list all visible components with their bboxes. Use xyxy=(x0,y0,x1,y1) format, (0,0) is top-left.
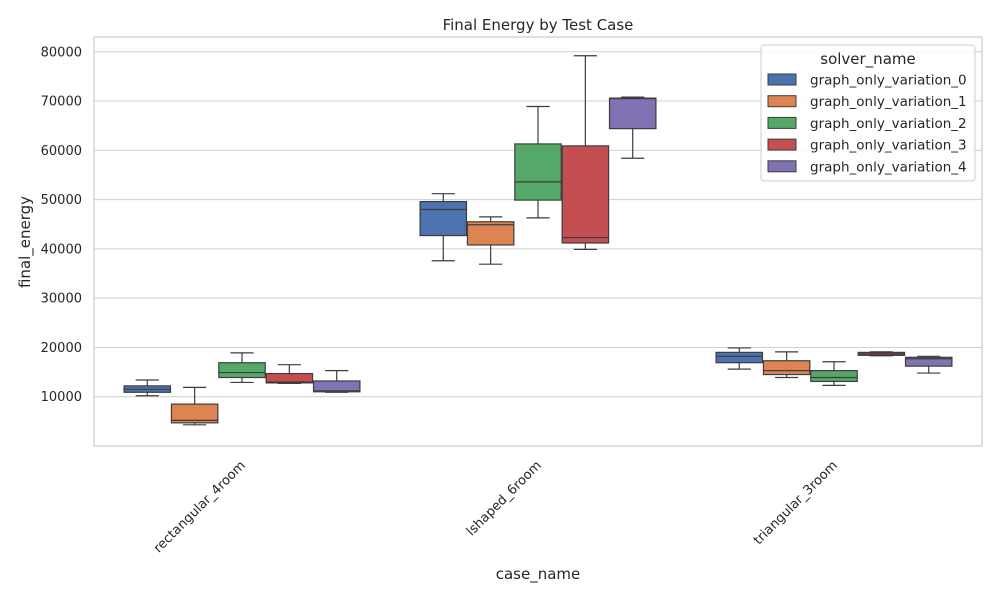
box-plot xyxy=(904,355,953,374)
box-plot xyxy=(810,361,858,386)
y-axis-ticks: 10000 20000 30000 40000 50000 60000 70000 80000 xyxy=(41,45,82,405)
box-plot xyxy=(514,105,562,219)
box-iqr xyxy=(312,380,361,393)
box-iqr xyxy=(170,403,219,424)
y-tick-label: 30000 xyxy=(41,292,82,307)
y-tick-label: 80000 xyxy=(41,45,82,60)
legend-swatch xyxy=(767,95,797,108)
legend-swatch xyxy=(767,138,797,151)
box-plot xyxy=(218,352,266,384)
box-plot xyxy=(265,364,314,385)
y-tick-label: 40000 xyxy=(41,242,82,257)
legend-swatch xyxy=(767,73,797,86)
plot-frame xyxy=(93,36,983,447)
y-tick-label: 10000 xyxy=(41,390,82,405)
box-iqr xyxy=(561,145,610,244)
legend-entry-label: graph_only_variation_1 xyxy=(810,94,967,110)
box-iqr xyxy=(715,351,764,364)
box-plot xyxy=(466,216,515,265)
box-iqr xyxy=(904,356,953,367)
box-plot xyxy=(419,193,468,262)
y-axis-label: final_energy xyxy=(16,196,35,288)
box-plot xyxy=(561,55,610,250)
legend-items: graph_only_variation_0 graph_only_variati… xyxy=(767,73,967,175)
box-iqr xyxy=(810,370,858,383)
box-plot xyxy=(857,351,906,357)
box-plot xyxy=(123,379,172,397)
legend-entry-label: graph_only_variation_4 xyxy=(810,159,967,175)
box-iqr xyxy=(762,360,811,376)
x-axis-ticks: rectangular_4room lshaped_6room triangular… xyxy=(151,458,841,556)
legend-entry-label: graph_only_variation_3 xyxy=(810,138,967,154)
x-tick-label: rectangular_4room xyxy=(151,458,249,556)
box-plot xyxy=(312,370,361,393)
chart-title: Final Energy by Test Case xyxy=(443,16,634,34)
box-plot xyxy=(715,347,764,370)
box-iqr xyxy=(514,143,562,201)
legend-swatch xyxy=(767,160,797,173)
x-tick-label: triangular_3room xyxy=(751,458,841,548)
y-tick-label: 70000 xyxy=(41,95,82,110)
legend-entry-label: graph_only_variation_2 xyxy=(810,116,967,132)
box-iqr xyxy=(419,200,468,237)
legend-frame xyxy=(760,44,976,182)
legend: solver_name graph_only_variation_0graph_… xyxy=(760,44,976,182)
legend-swatch xyxy=(767,116,797,129)
legend-entry-label: graph_only_variation_0 xyxy=(810,73,967,89)
x-axis-label: case_name xyxy=(496,565,581,584)
y-tick-label: 20000 xyxy=(41,341,82,356)
box-iqr xyxy=(265,372,314,384)
y-tick-label: 50000 xyxy=(41,193,82,208)
box-iqr xyxy=(466,221,515,246)
box-plot xyxy=(608,96,657,159)
box-iqr xyxy=(218,362,266,379)
box-plot xyxy=(170,386,219,426)
y-tick-label: 60000 xyxy=(41,144,82,159)
legend-title: solver_name xyxy=(820,50,915,69)
box-plot xyxy=(762,351,811,379)
box-iqr xyxy=(608,97,657,130)
box-plots xyxy=(123,55,953,426)
x-tick-label: lshaped_6room xyxy=(464,458,545,539)
